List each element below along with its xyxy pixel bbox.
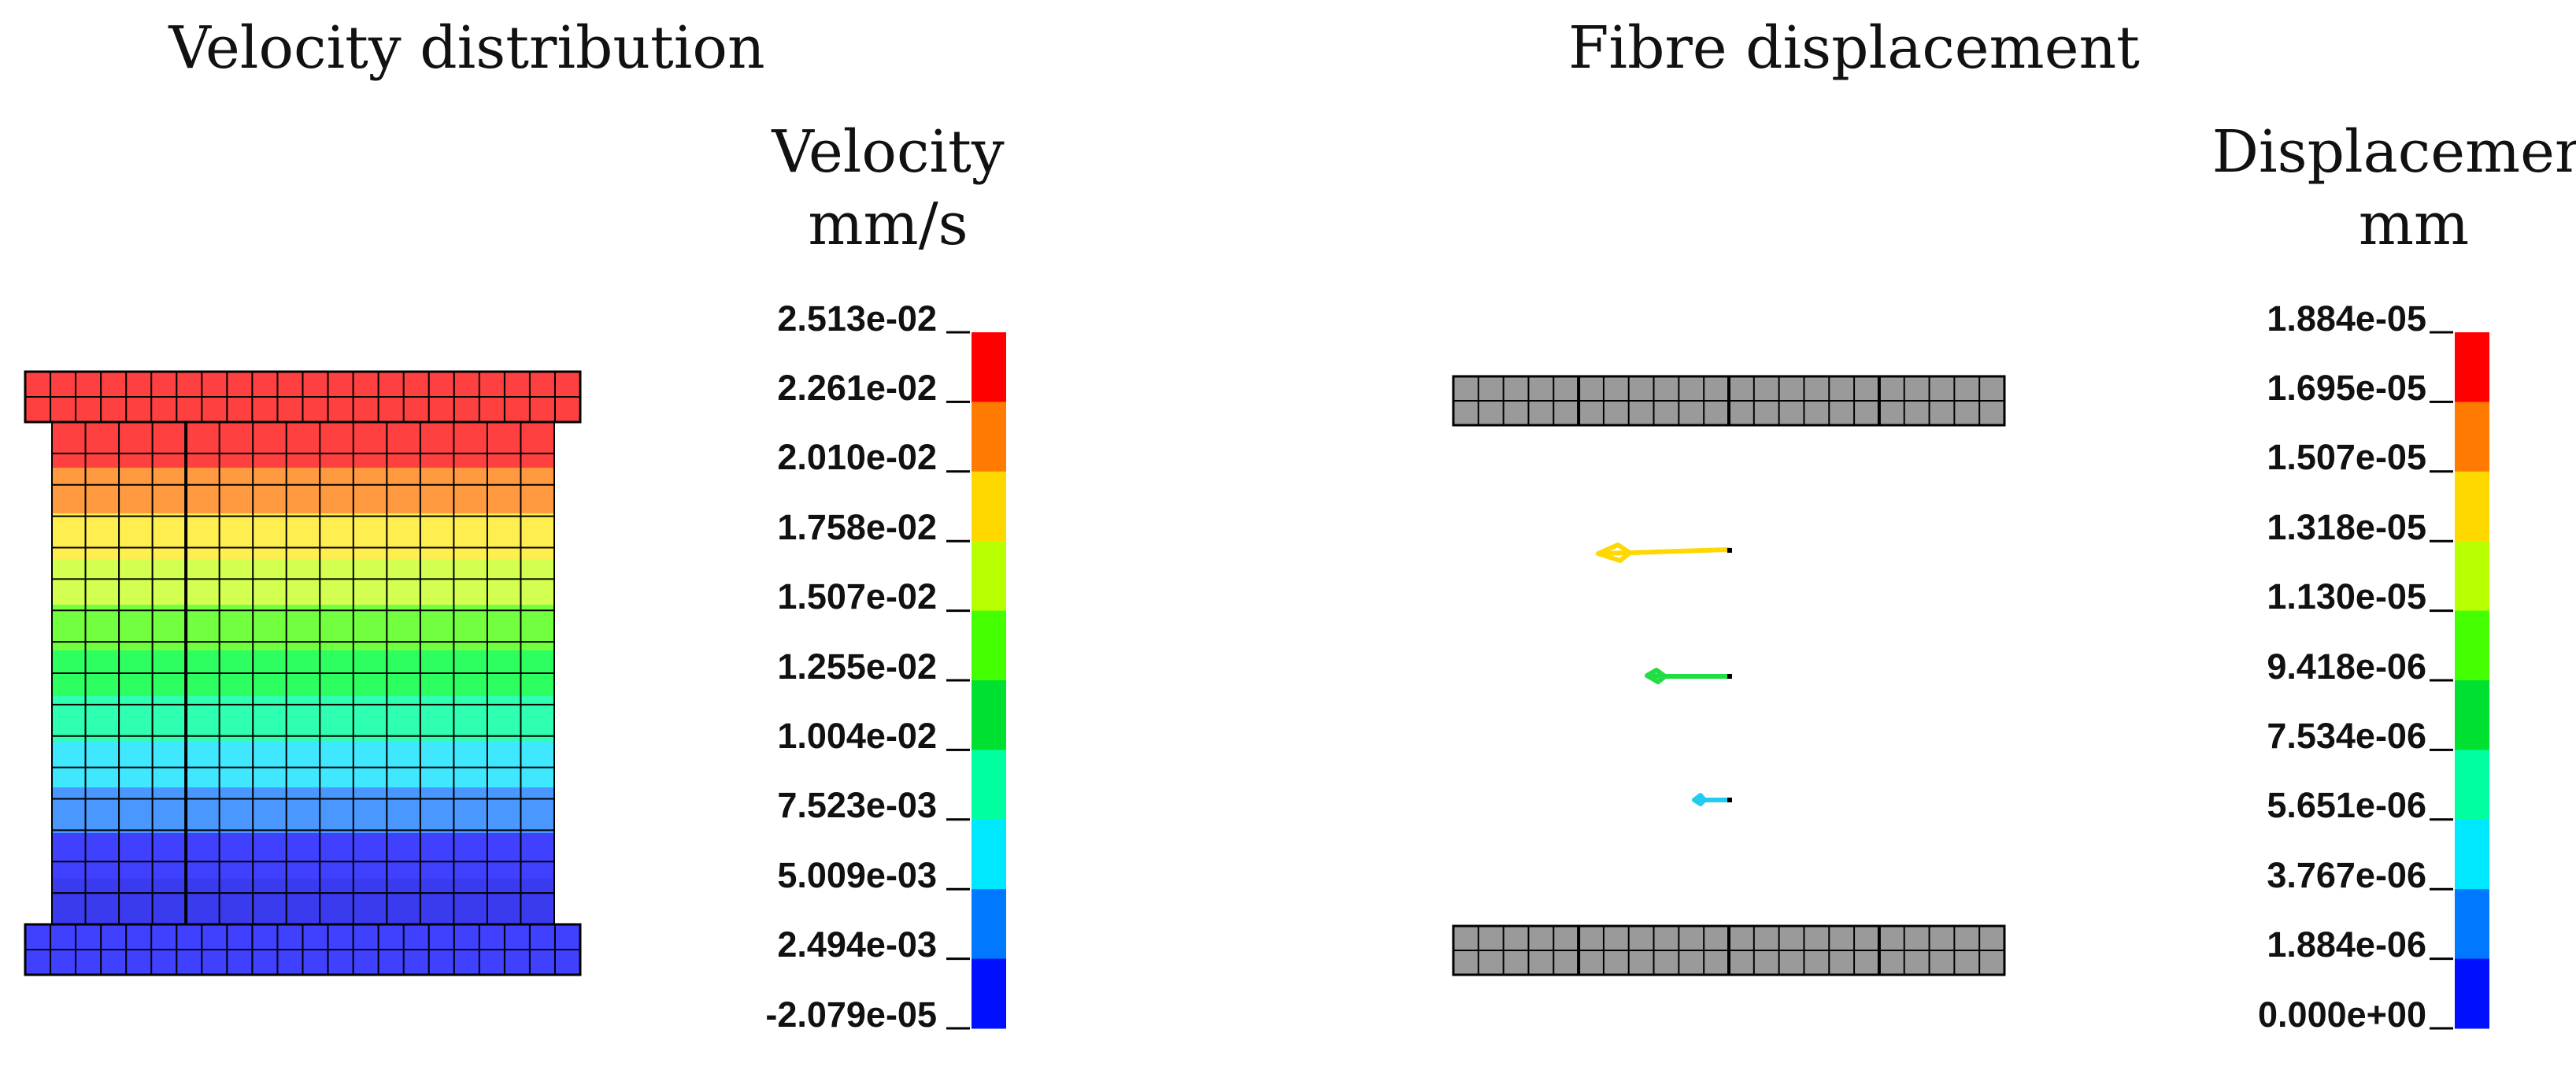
dispBar-segment-8 — [2455, 889, 2489, 960]
displacement-tick-1: 1.695e-05 — [2267, 368, 2426, 408]
velocity-legend-title-line1: Velocity — [771, 118, 1005, 186]
velocity-tick-10: -2.079e-05 — [765, 994, 937, 1035]
velocity-tick-7: 7.523e-03 — [777, 785, 937, 825]
displacement-tick-9: 1.884e-06 — [2267, 924, 2426, 965]
velocity-tick-9: 2.494e-03 — [777, 924, 937, 965]
displacement-tick-5: 9.418e-06 — [2267, 646, 2426, 687]
velBar-segment-9 — [972, 958, 1006, 1029]
velBar-segment-3 — [972, 541, 1006, 612]
velocity-band-4 — [52, 605, 554, 651]
velocity-band-0 — [52, 422, 554, 468]
dispBar-segment-7 — [2455, 819, 2489, 890]
velocity-band-2 — [52, 513, 554, 560]
dispBar-segment-2 — [2455, 471, 2489, 542]
velocity-tick-8: 5.009e-03 — [777, 855, 937, 895]
velocity-legend-title-line2: mm/s — [808, 191, 968, 258]
displacement-tick-4: 1.130e-05 — [2267, 576, 2426, 617]
velocity-tick-4: 1.507e-02 — [777, 576, 937, 617]
displacement-tick-6: 7.534e-06 — [2267, 716, 2426, 756]
displacement-tick-3: 1.318e-05 — [2267, 507, 2426, 547]
velBar-segment-4 — [972, 610, 1006, 681]
velocity-tick-6: 1.004e-02 — [777, 716, 937, 756]
right-panel-title: Fibre displacement — [1568, 14, 2140, 82]
velocity-colorbar — [946, 331, 1006, 1030]
velocity-legend-ticks: 2.513e-02 2.261e-02 2.010e-02 1.758e-02 … — [765, 298, 937, 1035]
displacement-tick-0: 1.884e-05 — [2267, 298, 2426, 339]
velBar-segment-6 — [972, 750, 1006, 820]
velocity-band-7 — [52, 742, 554, 788]
velocity-mesh-grid — [25, 372, 580, 975]
fibre-arrow-mid — [1645, 668, 1732, 684]
fibre-arrow-bottom — [1692, 793, 1732, 806]
fibre-arrow-top — [1596, 543, 1732, 563]
velocity-tick-1: 2.261e-02 — [777, 368, 937, 408]
grey-plate-grid — [1453, 376, 2004, 975]
dispBar-segment-6 — [2455, 750, 2489, 820]
displacement-colorbar — [2430, 331, 2489, 1030]
dispBar-segment-5 — [2455, 680, 2489, 750]
displacement-tick-10: 0.000e+00 — [2258, 994, 2426, 1035]
dispBar-segment-3 — [2455, 541, 2489, 612]
displacement-tick-7: 5.651e-06 — [2267, 785, 2426, 825]
dispBar-segment-4 — [2455, 610, 2489, 681]
displacement-legend-title-line2: mm — [2359, 191, 2469, 258]
velocity-tick-3: 1.758e-02 — [777, 507, 937, 547]
displacement-legend-title-line1: Displacement — [2212, 118, 2576, 186]
velBar-segment-7 — [972, 819, 1006, 890]
velocity-mesh — [24, 370, 582, 976]
velBar-segment-0 — [972, 332, 1006, 402]
velocity-tick-2: 2.010e-02 — [777, 437, 937, 477]
velocity-band-3 — [52, 559, 554, 606]
velocity-band-10 — [52, 879, 554, 925]
dispBar-segment-0 — [2455, 332, 2489, 402]
velBar-segment-8 — [972, 889, 1006, 960]
left-panel-title: Velocity distribution — [168, 14, 764, 82]
fibre-mesh — [1452, 375, 2006, 976]
velBar-segment-2 — [972, 471, 1006, 542]
displacement-legend-ticks: 1.884e-05 1.695e-05 1.507e-05 1.318e-05 … — [2258, 298, 2426, 1035]
velocity-band-9 — [52, 833, 554, 880]
dispBar-segment-9 — [2455, 958, 2489, 1029]
displacement-tick-8: 3.767e-06 — [2267, 855, 2426, 895]
dispBar-segment-1 — [2455, 402, 2489, 472]
velocity-band-6 — [52, 696, 554, 743]
velBar-segment-1 — [972, 402, 1006, 472]
velocity-band-8 — [52, 787, 554, 834]
velocity-tick-0: 2.513e-02 — [777, 298, 937, 339]
velocity-tick-5: 1.255e-02 — [777, 646, 937, 687]
velBar-segment-5 — [972, 680, 1006, 750]
displacement-tick-2: 1.507e-05 — [2267, 437, 2426, 477]
velocity-band-1 — [52, 468, 554, 514]
